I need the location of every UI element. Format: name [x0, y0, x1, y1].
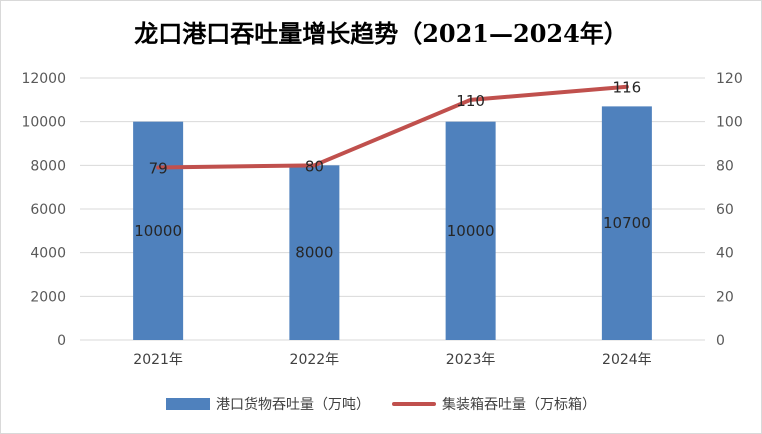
legend-swatch-line [392, 402, 436, 406]
right-tick-label: 120 [716, 71, 743, 87]
chart-title: 龙口港口吞吐量增长趋势（2021—2024年） [134, 19, 628, 48]
legend-label-bar: 港口货物吞吐量（万吨） [216, 397, 370, 413]
left-tick-label: 2000 [30, 289, 66, 305]
left-axis-ticks: 0 2000 4000 6000 8000 10000 12000 [21, 71, 66, 349]
bar-data-label: 10000 [134, 222, 182, 240]
right-tick-label: 60 [716, 202, 734, 218]
legend-label-line: 集装箱吞吐量（万标箱） [442, 397, 596, 413]
left-tick-label: 0 [57, 333, 66, 349]
left-tick-label: 6000 [30, 202, 66, 218]
bar [133, 121, 184, 341]
bar-data-labels: 10000 8000 10000 10700 [134, 214, 650, 261]
right-tick-label: 100 [716, 115, 743, 131]
bar [445, 121, 496, 341]
chart-plot: 0 2000 4000 6000 8000 10000 12000 0 20 40 60 80 100… [21, 71, 743, 368]
legend-item-line: 集装箱吞吐量（万标箱） [392, 394, 596, 414]
right-tick-label: 0 [716, 333, 725, 349]
line-series [156, 84, 629, 170]
category-label: 2024年 [602, 352, 652, 368]
series-line [156, 84, 629, 170]
bar [289, 165, 340, 340]
bar-data-label: 8000 [295, 244, 333, 262]
category-label: 2023年 [446, 352, 496, 368]
left-tick-label: 12000 [21, 71, 66, 87]
right-tick-label: 20 [716, 289, 734, 305]
line-data-label: 80 [305, 157, 324, 175]
right-tick-label: 40 [716, 246, 734, 262]
left-tick-label: 10000 [21, 115, 66, 131]
category-labels: 2021年 2022年 2023年 2024年 [133, 352, 651, 368]
left-tick-label: 8000 [30, 158, 66, 174]
left-tick-label: 4000 [30, 246, 66, 262]
category-label: 2021年 [133, 352, 183, 368]
line-data-label: 110 [456, 92, 485, 110]
bar-series [133, 106, 652, 341]
line-data-label: 116 [613, 79, 642, 97]
line-data-labels: 79 80 110 116 [149, 79, 642, 178]
gridlines [80, 77, 705, 297]
bar-data-label: 10700 [603, 214, 651, 232]
legend-item-bar: 港口货物吞吐量（万吨） [166, 394, 370, 414]
bar-data-label: 10000 [447, 222, 495, 240]
legend: 港口货物吞吐量（万吨） 集装箱吞吐量（万标箱） [0, 394, 762, 414]
right-axis-ticks: 0 20 40 60 80 100 120 [716, 71, 743, 349]
legend-swatch-bar [166, 398, 210, 410]
bar [601, 106, 652, 340]
right-tick-label: 80 [716, 158, 734, 174]
category-label: 2022年 [290, 352, 340, 368]
line-data-label: 79 [149, 160, 168, 178]
